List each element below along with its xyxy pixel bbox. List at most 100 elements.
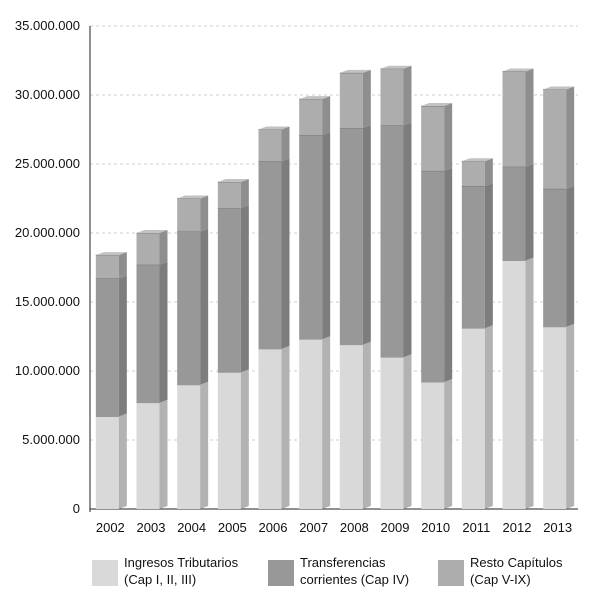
legend-item-3: Resto Capítulos (Cap V-IX) (438, 555, 563, 587)
bar-segment-2008-2 (339, 125, 371, 345)
bar-segment-2010-1 (421, 379, 453, 509)
bar-side (159, 230, 168, 265)
bar-front (339, 128, 363, 345)
y-tick-label: 15.000.000 (15, 294, 80, 309)
y-tick-label: 20.000.000 (15, 225, 80, 240)
x-tick-label: 2003 (137, 520, 166, 535)
bar-segment-2007-2 (299, 132, 331, 340)
bar-front (461, 186, 485, 329)
y-tick-label: 10.000.000 (15, 363, 80, 378)
bar-segment-2005-2 (217, 205, 249, 373)
bar-segment-2007-3 (299, 96, 331, 136)
bar-side (118, 252, 127, 279)
bar-front (136, 264, 160, 403)
axes (89, 26, 578, 512)
x-tick-label: 2006 (259, 520, 288, 535)
bar-side (159, 261, 168, 403)
bar-front (543, 89, 567, 189)
bar-front (217, 372, 241, 509)
bar-front (258, 129, 282, 162)
bar-side (566, 185, 575, 327)
bar-top-2010 (421, 103, 453, 107)
bar-segment-2011-3 (461, 158, 493, 187)
bar-side (484, 183, 493, 329)
bar-side (200, 228, 209, 385)
bar-segment-2010-3 (421, 103, 453, 171)
bar-segment-2004-1 (177, 381, 209, 509)
bar-side (525, 68, 534, 167)
bar-side (362, 125, 371, 345)
bar-segment-2013-2 (543, 185, 575, 327)
x-tick-label: 2009 (381, 520, 410, 535)
bar-front (299, 135, 323, 340)
bar-segment-2004-3 (177, 195, 209, 232)
legend-swatch (268, 560, 294, 586)
bar-front (177, 384, 201, 509)
bar-side (403, 354, 412, 509)
y-tick-label: 5.000.000 (22, 432, 80, 447)
bar-front (421, 170, 445, 383)
x-tick-label: 2004 (177, 520, 206, 535)
bar-segment-2012-2 (502, 163, 534, 261)
bar-segment-2005-1 (217, 369, 249, 509)
x-tick-label: 2013 (543, 520, 572, 535)
bar-top-2004 (177, 195, 209, 199)
legend-item-1: Ingresos Tributarios (Cap I, II, III) (92, 555, 239, 587)
bar-segment-2007-1 (299, 336, 331, 509)
bar-side (566, 323, 575, 509)
legend-label: Transferencias corrientes (Cap IV) (300, 555, 409, 587)
bar-front (95, 416, 119, 509)
bar-front (95, 255, 119, 279)
bar-front (217, 181, 241, 209)
bar-side (200, 195, 209, 232)
bar-segment-2004-2 (177, 228, 209, 385)
bar-side (159, 399, 168, 509)
x-tick-label: 2005 (218, 520, 247, 535)
bar-side (200, 381, 209, 509)
x-tick-label: 2008 (340, 520, 369, 535)
x-tick-label: 2012 (503, 520, 532, 535)
bar-segment-2002-1 (95, 413, 127, 509)
bar-side (281, 158, 290, 349)
bar-segment-2012-1 (502, 257, 534, 509)
bar-side (403, 122, 412, 358)
bar-segment-2010-2 (421, 167, 453, 383)
x-tick-labels: 2002 2003 2004 2005 2006 2007 2008 2009 2010 2011… (96, 520, 572, 535)
bar-top-2013 (543, 86, 575, 90)
bar-side (525, 257, 534, 509)
bar-front (339, 344, 363, 509)
bar-top-2002 (95, 252, 127, 256)
legend-label: Resto Capítulos (Cap V-IX) (470, 555, 563, 587)
bar-segment-2011-2 (461, 183, 493, 329)
bar-side (484, 158, 493, 187)
bar-front (461, 328, 485, 509)
y-tick-label: 0 (73, 501, 80, 516)
bar-front (380, 68, 404, 126)
bar-side (444, 103, 453, 171)
bar-side (444, 379, 453, 509)
y-tick-label: 30.000.000 (15, 87, 80, 102)
x-tick-label: 2010 (421, 520, 450, 535)
x-tick-label: 2002 (96, 520, 125, 535)
bar-side (118, 413, 127, 509)
bar-segment-2003-3 (136, 230, 168, 265)
bar-side (362, 341, 371, 509)
bar-side (118, 275, 127, 417)
bar-side (281, 345, 290, 509)
y-tick-labels: 0 5.000.000 10.000.000 15.000.000 20.000.000… (15, 18, 80, 516)
bar-front (136, 402, 160, 509)
bar-front (380, 357, 404, 509)
bar-front (502, 260, 526, 509)
bar-front (136, 233, 160, 265)
bar-front (95, 278, 119, 417)
bar-front (543, 188, 567, 327)
bar-front (177, 198, 201, 232)
bar-side (525, 163, 534, 261)
bar-side (322, 96, 331, 136)
bar-segment-2011-1 (461, 325, 493, 509)
bar-segment-2008-3 (339, 69, 371, 129)
bars (95, 65, 575, 509)
bar-top-2005 (217, 178, 249, 182)
bar-segment-2006-3 (258, 126, 290, 162)
